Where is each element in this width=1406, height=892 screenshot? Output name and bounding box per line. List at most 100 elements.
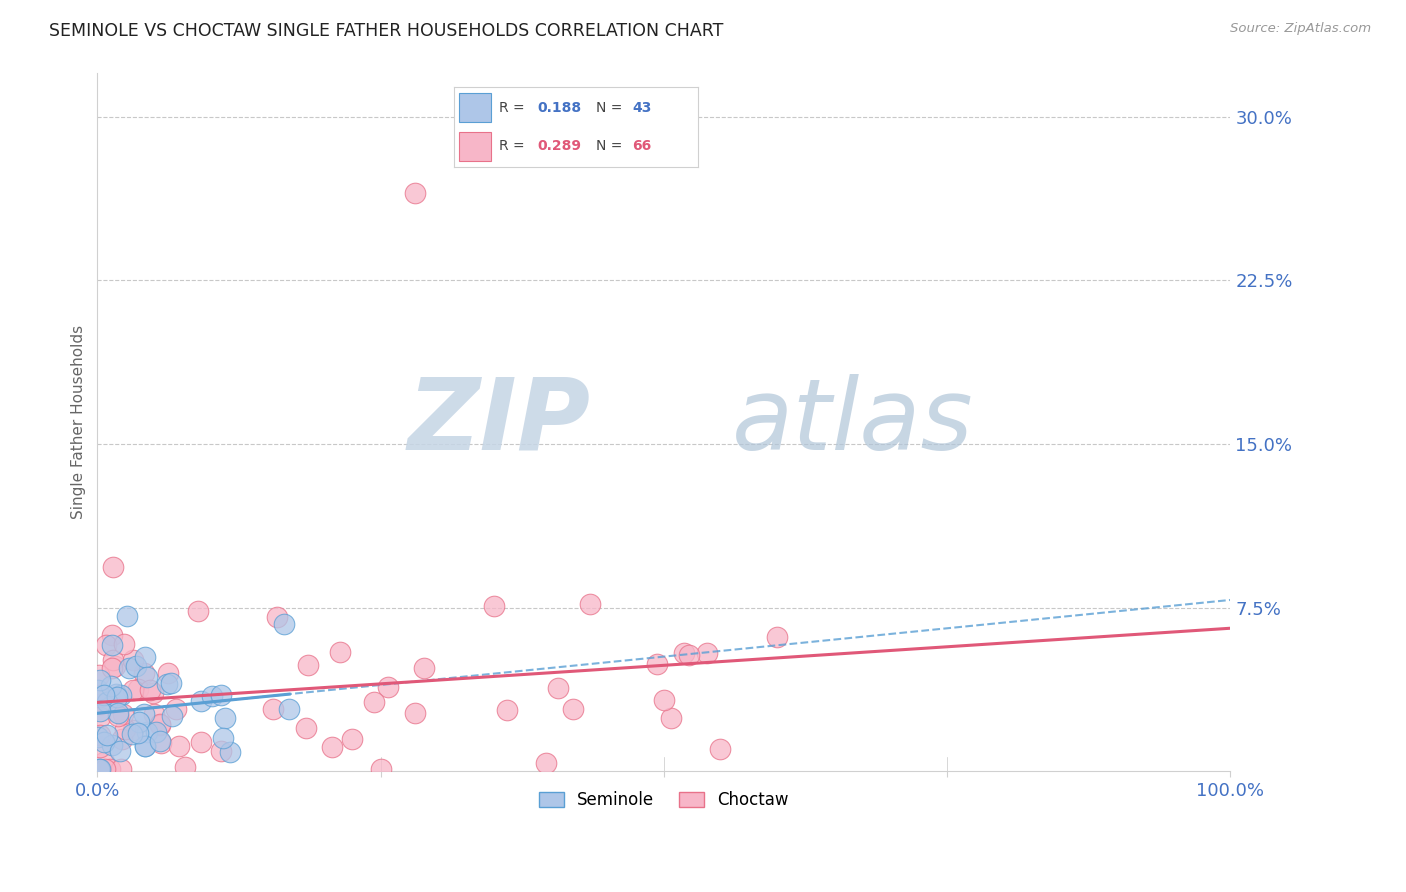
Point (105, 687, 128, 701)
Point (100, 679, 122, 693)
Point (165, 702, 187, 716)
Point (678, 648, 700, 662)
Point (534, 756, 557, 770)
Point (278, 702, 301, 716)
Point (696, 646, 718, 660)
Point (111, 707, 134, 722)
Text: atlas: atlas (733, 374, 973, 471)
Point (262, 701, 284, 715)
Point (101, 627, 124, 641)
Point (122, 682, 145, 697)
Point (103, 560, 125, 574)
Point (134, 650, 156, 665)
Point (89, 710, 111, 724)
Point (87, 682, 110, 697)
Point (652, 692, 675, 706)
Point (156, 677, 179, 691)
Point (96, 728, 118, 742)
Point (114, 723, 136, 737)
Point (547, 681, 569, 696)
Point (100, 738, 122, 752)
Point (187, 604, 209, 618)
Point (143, 707, 166, 722)
Point (160, 676, 183, 690)
Point (96, 695, 118, 709)
Point (89, 688, 111, 702)
Point (110, 688, 132, 702)
Point (115, 609, 138, 624)
Point (87, 762, 110, 776)
Point (127, 725, 149, 739)
Point (149, 734, 172, 748)
Point (121, 723, 143, 738)
Point (579, 597, 602, 611)
Point (110, 762, 132, 776)
Point (145, 725, 167, 739)
Point (162, 709, 184, 723)
Point (363, 695, 385, 709)
Point (122, 653, 145, 667)
Point (110, 744, 132, 758)
Point (209, 688, 232, 702)
Point (340, 732, 363, 747)
Point (766, 630, 789, 644)
Point (149, 717, 172, 731)
Point (101, 638, 124, 652)
Point (93, 755, 115, 769)
Point (211, 744, 233, 758)
Point (413, 661, 436, 675)
Point (135, 725, 157, 739)
Point (404, 186, 426, 200)
Point (562, 702, 585, 716)
Point (273, 616, 295, 631)
Point (89, 728, 111, 742)
Point (169, 739, 191, 754)
Point (89, 704, 111, 718)
Point (321, 739, 343, 754)
Point (105, 690, 128, 704)
Point (139, 683, 162, 698)
Point (98, 762, 121, 776)
Point (173, 760, 195, 774)
Point (93, 735, 115, 749)
Point (329, 645, 352, 659)
Point (134, 739, 156, 753)
Point (104, 659, 127, 673)
Point (118, 661, 141, 675)
Point (87, 668, 110, 682)
Point (87, 730, 110, 744)
Point (201, 689, 224, 703)
Point (266, 609, 288, 624)
Point (377, 680, 399, 694)
Point (128, 715, 150, 730)
Point (132, 665, 155, 680)
Text: Source: ZipAtlas.com: Source: ZipAtlas.com (1230, 22, 1371, 36)
Point (121, 727, 143, 741)
Point (101, 661, 124, 675)
Point (132, 706, 155, 721)
Point (107, 709, 129, 723)
Point (297, 658, 319, 673)
Point (112, 637, 135, 651)
Point (136, 669, 159, 683)
Point (295, 721, 318, 735)
Point (370, 762, 392, 776)
Text: SEMINOLE VS CHOCTAW SINGLE FATHER HOUSEHOLDS CORRELATION CHART: SEMINOLE VS CHOCTAW SINGLE FATHER HOUSEH… (49, 22, 724, 40)
Point (134, 739, 156, 753)
Point (156, 665, 179, 680)
Point (89, 762, 111, 776)
Point (190, 735, 212, 749)
Point (482, 599, 505, 613)
Point (218, 746, 240, 760)
Point (101, 653, 124, 667)
Point (709, 742, 731, 756)
Point (127, 681, 149, 696)
Y-axis label: Single Father Households: Single Father Households (72, 325, 86, 519)
Point (125, 659, 148, 673)
Point (645, 657, 668, 671)
Point (149, 736, 172, 750)
Point (111, 732, 134, 747)
Point (190, 694, 212, 708)
Point (212, 731, 235, 745)
Point (214, 711, 236, 725)
